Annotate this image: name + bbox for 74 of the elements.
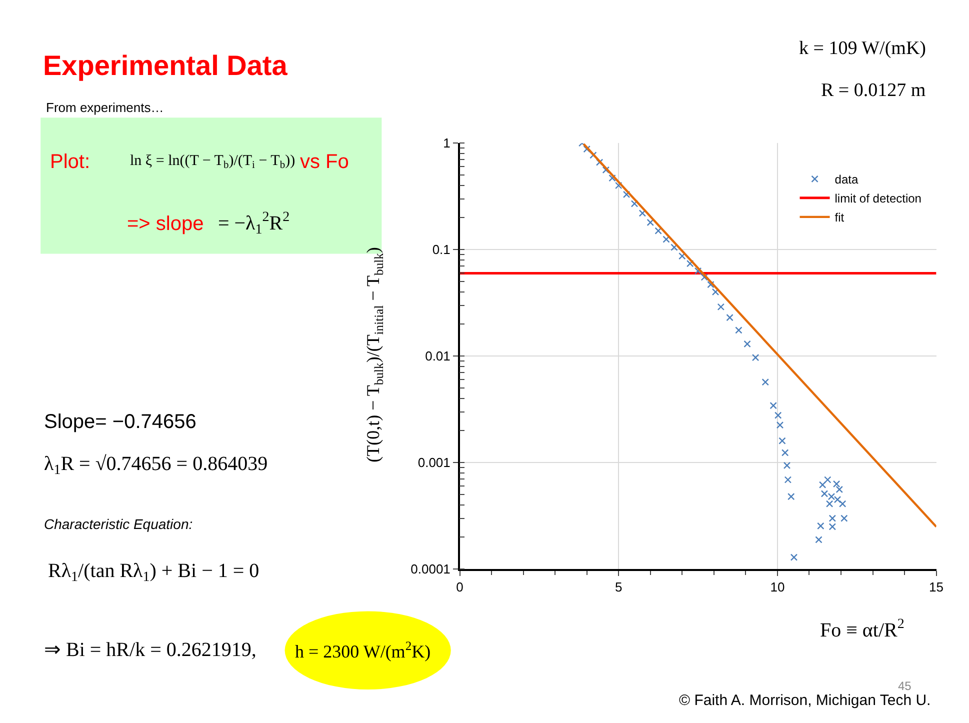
point [583,145,590,153]
point [726,314,734,322]
x-axis-title: Fo ≡ αt/R$^{2}$ [820,617,904,642]
y-tick-label: 1 [443,136,450,151]
point [762,378,769,386]
text: h = 2300 W/(m$^{2}$K) [295,639,431,662]
point [832,480,840,488]
text: => slope [127,213,204,235]
point [788,492,795,500]
point [778,437,786,444]
legend-label: fit [834,210,845,225]
point [622,190,630,198]
point [662,236,670,243]
x-tick-label: 5 [614,579,622,594]
point [790,554,798,561]
text: Plot: [50,151,90,173]
point [774,412,782,419]
text: © Faith A. Morrison, Michigan Tech U. [679,692,931,709]
text: 45 [898,679,912,693]
text: vs Fo [300,151,349,173]
point [752,354,760,362]
point [630,200,638,208]
point [712,288,720,296]
text: ⇒ Bi = hR/k = 0.2621919, [44,639,256,661]
text: Slope= −0.74656 [44,411,196,433]
text: From experiments… [46,100,164,115]
point [770,402,777,410]
point [596,158,604,166]
point [678,252,686,260]
point [638,210,646,217]
legend-label: limit of detection [834,192,922,206]
point [836,486,843,494]
point [840,514,848,522]
point [608,174,616,182]
point [717,303,725,310]
point [818,481,826,488]
text: λ$_{1}$R = √0.74656 = 0.864039 [44,453,268,478]
point [646,218,654,226]
point [602,166,610,174]
point [826,500,834,508]
point [784,476,792,484]
text: ln ξ = ln((T − T$_{b}$)/(T$_{i}$ − T$_{b}$)) [130,153,296,172]
text: = −λ$_{1}$$^{2}$R$^{2}$ [218,210,290,238]
x-tick-label: 0 [456,579,464,594]
text: Rλ$_{1}$/(tan Rλ$_{1}$) + Bi − 1 = 0 [48,560,260,586]
point [828,523,836,530]
point [783,462,791,470]
point [670,244,678,251]
x-tick-label: 15 [929,579,944,594]
y-tick-label: 0.0001 [410,562,450,577]
point [700,274,708,281]
x-tick-label: 10 [770,579,785,594]
legend-label: data [834,172,858,187]
point [838,500,846,508]
point [815,536,822,544]
y-tick-label: 0.001 [418,455,450,470]
point [707,280,714,288]
point [615,182,622,190]
point [686,260,694,268]
y-tick-label: 0.1 [432,242,450,258]
point [828,514,836,522]
y-tick-label: 0.01 [425,348,450,364]
point [817,522,824,530]
point [654,227,662,234]
point [824,476,832,484]
point [735,326,742,334]
point [776,421,784,429]
text: R = 0.0127 m [821,80,926,101]
point [694,267,702,275]
point [744,340,751,348]
text: Experimental Data [43,50,288,81]
point [781,449,789,456]
text: k = 109 W/(mK) [799,38,926,59]
text: Characteristic Equation: [44,516,193,532]
